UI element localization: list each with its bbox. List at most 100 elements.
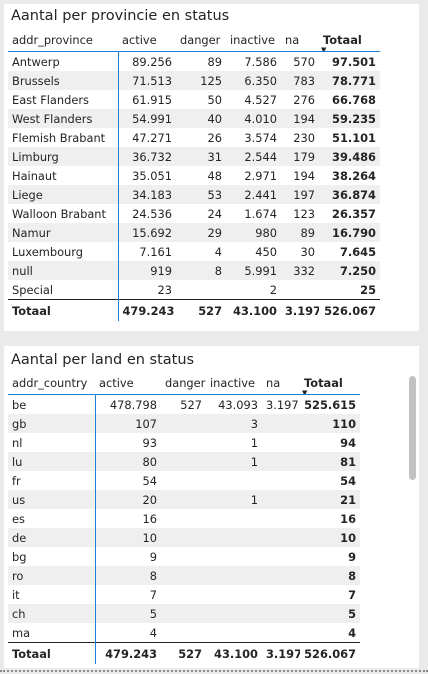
- vertical-scrollbar[interactable]: [409, 376, 416, 480]
- table-row[interactable]: Flemish Brabant 47.271 26 3.574 230 51.101: [8, 128, 380, 147]
- table-row[interactable]: de 10 10: [8, 528, 360, 547]
- value-cell: 919: [118, 261, 176, 280]
- value-cell: 332: [281, 261, 319, 280]
- province-status-visual[interactable]: Aantal per provincie en status addr_prov…: [4, 4, 419, 331]
- table-row[interactable]: Walloon Brabant 24.536 24 1.674 123 26.357: [8, 204, 380, 223]
- value-cell: 276: [281, 90, 319, 109]
- value-cell: 78.771: [319, 71, 380, 90]
- table-row[interactable]: Antwerp 89.256 89 7.586 570 97.501: [8, 51, 380, 71]
- table-row[interactable]: fr 54 54: [8, 471, 360, 490]
- row-label-cell: ch: [8, 604, 96, 623]
- value-cell: [161, 490, 206, 509]
- table-row[interactable]: nl 93 1 94: [8, 433, 360, 452]
- value-cell: 5: [95, 604, 161, 623]
- value-cell: 89: [281, 223, 319, 242]
- table-row[interactable]: be 478.798 527 43.093 3.197 525.615: [8, 394, 360, 414]
- total-value-cell: 479.243: [95, 642, 161, 664]
- table-row[interactable]: lu 80 1 81: [8, 452, 360, 471]
- total-value-cell: 43.100: [206, 642, 262, 664]
- table-row[interactable]: es 16 16: [8, 509, 360, 528]
- table-row[interactable]: Liege 34.183 53 2.441 197 36.874: [8, 185, 380, 204]
- value-cell: 34.183: [118, 185, 176, 204]
- table-row[interactable]: East Flanders 61.915 50 4.527 276 66.768: [8, 90, 380, 109]
- column-header-totaal-label: Totaal: [323, 33, 362, 47]
- column-header-na[interactable]: na: [281, 29, 319, 52]
- value-cell: 53: [176, 185, 226, 204]
- table-row[interactable]: Limburg 36.732 31 2.544 179 39.486: [8, 147, 380, 166]
- table-row[interactable]: Namur 15.692 29 980 89 16.790: [8, 223, 380, 242]
- row-label-cell: Luxembourg: [8, 242, 119, 261]
- value-cell: [262, 471, 300, 490]
- value-cell: [161, 547, 206, 566]
- row-label-cell: be: [8, 394, 96, 414]
- province-status-table[interactable]: addr_province active danger inactive na …: [8, 29, 380, 321]
- total-row: Totaal 479.243 527 43.100 3.197 526.067: [8, 299, 380, 321]
- table-row[interactable]: ro 8 8: [8, 566, 360, 585]
- table-row[interactable]: us 20 1 21: [8, 490, 360, 509]
- table-row[interactable]: bg 9 9: [8, 547, 360, 566]
- value-cell: 36.874: [319, 185, 380, 204]
- table-row[interactable]: ch 5 5: [8, 604, 360, 623]
- country-status-visual[interactable]: Aantal per land en status addr_country a…: [4, 346, 419, 668]
- column-header-totaal-label: Totaal: [304, 376, 343, 390]
- row-label-cell: ma: [8, 623, 96, 643]
- table-row[interactable]: ma 4 4: [8, 623, 360, 643]
- value-cell: 4: [176, 242, 226, 261]
- column-header-active[interactable]: active: [118, 29, 176, 52]
- column-header-addr-country[interactable]: addr_country: [8, 372, 95, 395]
- value-cell: [176, 280, 226, 300]
- value-cell: [262, 585, 300, 604]
- value-cell: 450: [226, 242, 281, 261]
- visual-title: Aantal per provincie en status: [11, 8, 230, 24]
- country-status-table[interactable]: addr_country active danger inactive na T…: [8, 372, 360, 664]
- sort-descending-icon[interactable]: ▼: [321, 46, 327, 52]
- value-cell: [262, 490, 300, 509]
- column-header-totaal[interactable]: Totaal ▼: [300, 372, 360, 395]
- value-cell: [161, 585, 206, 604]
- value-cell: [161, 433, 206, 452]
- column-header-inactive[interactable]: inactive: [206, 372, 262, 395]
- value-cell: 31: [176, 147, 226, 166]
- value-cell: 1.674: [226, 204, 281, 223]
- value-cell: 1: [206, 433, 262, 452]
- value-cell: 20: [95, 490, 161, 509]
- total-value-cell: 3.197: [262, 642, 300, 664]
- column-header-na[interactable]: na: [262, 372, 300, 395]
- column-header-inactive[interactable]: inactive: [226, 29, 281, 52]
- value-cell: 3.197: [262, 394, 300, 414]
- table-row[interactable]: West Flanders 54.991 40 4.010 194 59.235: [8, 109, 380, 128]
- table-row[interactable]: Hainaut 35.051 48 2.971 194 38.264: [8, 166, 380, 185]
- column-header-danger[interactable]: danger: [176, 29, 226, 52]
- table-row[interactable]: Luxembourg 7.161 4 450 30 7.645: [8, 242, 380, 261]
- row-label-cell: Walloon Brabant: [8, 204, 119, 223]
- table-row[interactable]: null 919 8 5.991 332 7.250: [8, 261, 380, 280]
- table-row[interactable]: Special 23 2 25: [8, 280, 380, 300]
- value-cell: 25: [319, 280, 380, 300]
- row-label-cell: Antwerp: [8, 51, 119, 71]
- value-cell: 93: [95, 433, 161, 452]
- column-header-addr-province[interactable]: addr_province: [8, 29, 118, 52]
- column-header-totaal[interactable]: Totaal ▼: [319, 29, 380, 52]
- column-header-active[interactable]: active: [95, 372, 161, 395]
- value-cell: 51.101: [319, 128, 380, 147]
- row-label-cell: Liege: [8, 185, 119, 204]
- value-cell: 15.692: [118, 223, 176, 242]
- row-label-cell: lu: [8, 452, 96, 471]
- value-cell: 61.915: [118, 90, 176, 109]
- value-cell: [206, 509, 262, 528]
- sort-descending-icon[interactable]: ▼: [302, 389, 308, 395]
- total-row: Totaal 479.243 527 43.100 3.197 526.067: [8, 642, 360, 664]
- value-cell: 7: [95, 585, 161, 604]
- table-row[interactable]: it 7 7: [8, 585, 360, 604]
- value-cell: 4.527: [226, 90, 281, 109]
- value-cell: 7.161: [118, 242, 176, 261]
- column-header-danger[interactable]: danger: [161, 372, 206, 395]
- value-cell: 40: [176, 109, 226, 128]
- table-row[interactable]: Brussels 71.513 125 6.350 783 78.771: [8, 71, 380, 90]
- value-cell: [161, 566, 206, 585]
- table-row[interactable]: gb 107 3 110: [8, 414, 360, 433]
- value-cell: [206, 623, 262, 643]
- value-cell: 1: [206, 490, 262, 509]
- value-cell: 7.250: [319, 261, 380, 280]
- row-label-cell: ro: [8, 566, 96, 585]
